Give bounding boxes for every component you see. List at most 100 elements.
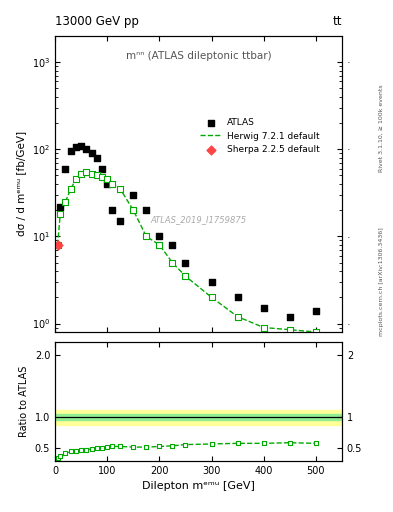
Herwig 7.2.1 default [183,273,188,279]
Herwig 7.2.1 default [157,242,162,248]
ATLAS [261,304,267,312]
Point [182,440,189,449]
Point [117,185,123,193]
Point [99,173,105,181]
Point [94,172,100,180]
Herwig 7.2.1 default [84,169,89,175]
Point [78,170,84,178]
Herwig 7.2.1 default [118,186,123,192]
Point [83,445,90,454]
Herwig 7.2.1 default [68,186,73,192]
ATLAS [117,217,123,225]
Point [88,445,95,453]
ATLAS [73,143,79,152]
Point [62,198,69,206]
Herwig 7.2.1 default [55,242,60,248]
Herwig 7.2.1 default [144,233,149,240]
Y-axis label: dσ / d mᵉᵐᵘ [fb/GeV]: dσ / d mᵉᵐᵘ [fb/GeV] [16,132,26,237]
Point [104,443,110,451]
Point [68,185,74,193]
ATLAS [208,278,215,286]
Text: Rivet 3.1.10, ≥ 100k events: Rivet 3.1.10, ≥ 100k events [379,84,384,172]
Point [143,443,149,451]
Herwig 7.2.1 default [79,171,83,177]
Point [109,442,116,451]
Point [78,446,84,454]
Herwig 7.2.1 default [89,171,94,177]
ATLAS [104,180,110,188]
Herwig 7.2.1 default [287,327,292,333]
Point [143,232,149,241]
Point [182,272,189,280]
Herwig 7.2.1 default [235,313,240,319]
Point [169,442,176,450]
Line: Herwig 7.2.1 default: Herwig 7.2.1 default [58,172,316,332]
ATLAS [130,190,136,199]
Point [73,175,79,183]
Point [94,444,100,453]
Herwig 7.2.1 default [63,199,68,205]
ATLAS [88,149,95,157]
ATLAS [68,147,74,155]
Point [88,170,95,178]
Point [68,447,74,456]
ATLAS [286,312,293,321]
ATLAS [156,232,162,241]
ATLAS [109,206,116,214]
ATLAS [57,202,63,210]
ATLAS [313,307,319,315]
Point [313,328,319,336]
Herwig 7.2.1 default [58,211,62,217]
Point [286,439,293,447]
Bar [55,410,342,424]
ATLAS [99,164,105,173]
Point [117,442,123,451]
ATLAS [182,259,189,267]
ATLAS [235,293,241,302]
Herwig 7.2.1 default [209,294,214,301]
Point [104,175,110,183]
ATLAS [143,206,149,214]
Point [156,442,162,451]
Sherpa 2.2.5 default [55,241,61,249]
Point [130,443,136,451]
Point [208,293,215,302]
Point [55,454,61,462]
Herwig 7.2.1 default [261,325,266,331]
Point [109,180,116,188]
Point [57,452,63,460]
ATLAS [62,164,69,173]
Point [62,449,69,457]
ATLAS [169,241,176,249]
X-axis label: Dilepton mᵉᵐᵘ [GeV]: Dilepton mᵉᵐᵘ [GeV] [142,481,255,491]
Text: mcplots.cern.ch [arXiv:1306.3436]: mcplots.cern.ch [arXiv:1306.3436] [379,227,384,336]
Text: mⁿⁿ (ATLAS dileptonic ttbar): mⁿⁿ (ATLAS dileptonic ttbar) [126,51,271,60]
Point [156,241,162,249]
Herwig 7.2.1 default [99,174,104,180]
Point [235,312,241,321]
Point [313,439,319,447]
Point [57,210,63,218]
ATLAS [78,141,84,150]
Point [73,447,79,455]
Point [235,439,241,447]
Point [208,440,215,448]
Point [99,443,105,452]
Point [83,168,90,176]
Y-axis label: Ratio to ATLAS: Ratio to ATLAS [19,366,29,437]
Herwig 7.2.1 default [170,260,175,266]
Point [286,326,293,334]
Point [261,439,267,447]
Legend: ATLAS, Herwig 7.2.1 default, Sherpa 2.2.5 default: ATLAS, Herwig 7.2.1 default, Sherpa 2.2.… [196,114,323,158]
Point [55,241,61,249]
Herwig 7.2.1 default [314,329,318,335]
Point [169,259,176,267]
ATLAS [83,145,90,153]
Herwig 7.2.1 default [94,173,99,179]
Herwig 7.2.1 default [73,176,78,182]
Point [130,206,136,214]
Herwig 7.2.1 default [105,176,110,182]
ATLAS [94,154,100,162]
Herwig 7.2.1 default [131,207,136,213]
Herwig 7.2.1 default [110,181,115,187]
